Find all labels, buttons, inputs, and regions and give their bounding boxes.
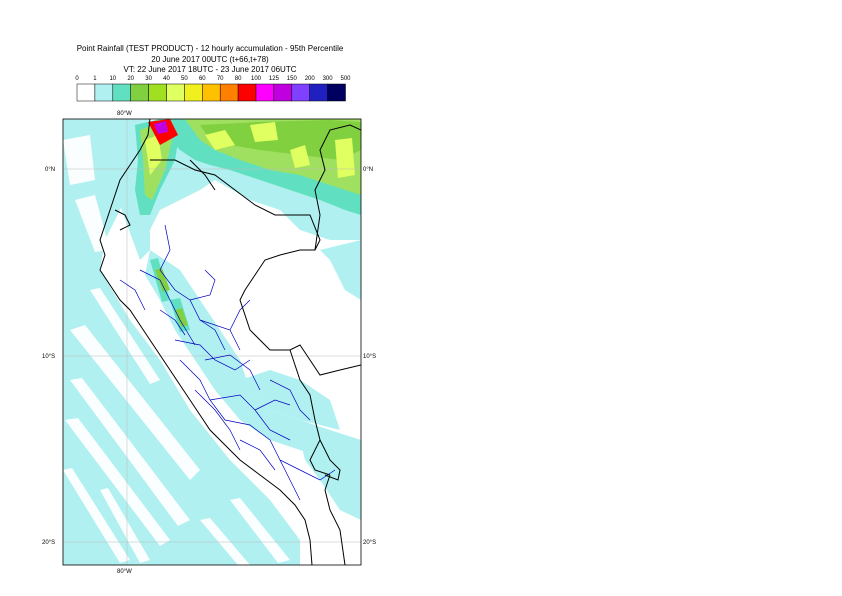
lat-label-10s: 10°S (42, 354, 55, 360)
legend-threshold-label: 1 (93, 76, 97, 82)
legend-threshold-label: 60 (199, 76, 206, 82)
lon-label-80w-bottom: 80°W (117, 569, 132, 575)
legend-threshold-label: 150 (287, 76, 298, 82)
legend-threshold-label: 200 (305, 76, 316, 82)
map-content (63, 119, 361, 565)
lat-label-0n: 0°N (45, 167, 55, 173)
legend-threshold-label: 70 (217, 76, 224, 82)
map-title: Point Rainfall (TEST PRODUCT) - 12 hourl… (76, 44, 344, 53)
legend-threshold-label: 30 (145, 76, 152, 82)
legend-threshold-label: 50 (181, 76, 188, 82)
lat-label-10s-right: 10°S (363, 354, 376, 360)
legend-threshold-label: 100 (251, 76, 262, 82)
ocean-streaks (63, 135, 290, 565)
lat-label-0n-right: 0°N (363, 167, 373, 173)
graticule (63, 119, 361, 565)
legend-labels: 0 1 10 20 30 40 50 60 70 80 100 125 150 200 300 500 (75, 76, 351, 82)
base-time: 20 June 2017 00UTC (t+66,t+78) (151, 55, 269, 64)
east-rain-field (300, 440, 361, 520)
legend-threshold-label: 0 (75, 76, 79, 82)
lon-label-80w-top: 80°W (117, 111, 132, 117)
legend-threshold-label: 80 (235, 76, 242, 82)
lat-label-20s-right: 20°S (363, 540, 376, 546)
legend-boxes (76, 83, 346, 102)
ocean-rain-field (63, 119, 300, 565)
lat-label-20s: 20°S (42, 540, 55, 546)
legend-threshold-label: 300 (323, 76, 334, 82)
region-borders (119, 224, 336, 501)
coastline (99, 119, 361, 565)
legend-threshold-label: 10 (109, 76, 116, 82)
legend-threshold-label: 500 (340, 76, 351, 82)
valid-time: VT: 22 June 2017 18UTC - 23 June 2017 06… (123, 65, 297, 74)
legend-threshold-label: 125 (269, 76, 280, 82)
heavy-rain-north (160, 119, 361, 215)
legend-swatch (327, 83, 346, 102)
legend-threshold-label: 20 (127, 76, 134, 82)
legend-threshold-label: 40 (163, 76, 170, 82)
map-frame (62, 118, 362, 566)
color-legend: 0 1 10 20 30 40 50 60 70 80 100 125 150 200 300 500 (75, 76, 351, 102)
